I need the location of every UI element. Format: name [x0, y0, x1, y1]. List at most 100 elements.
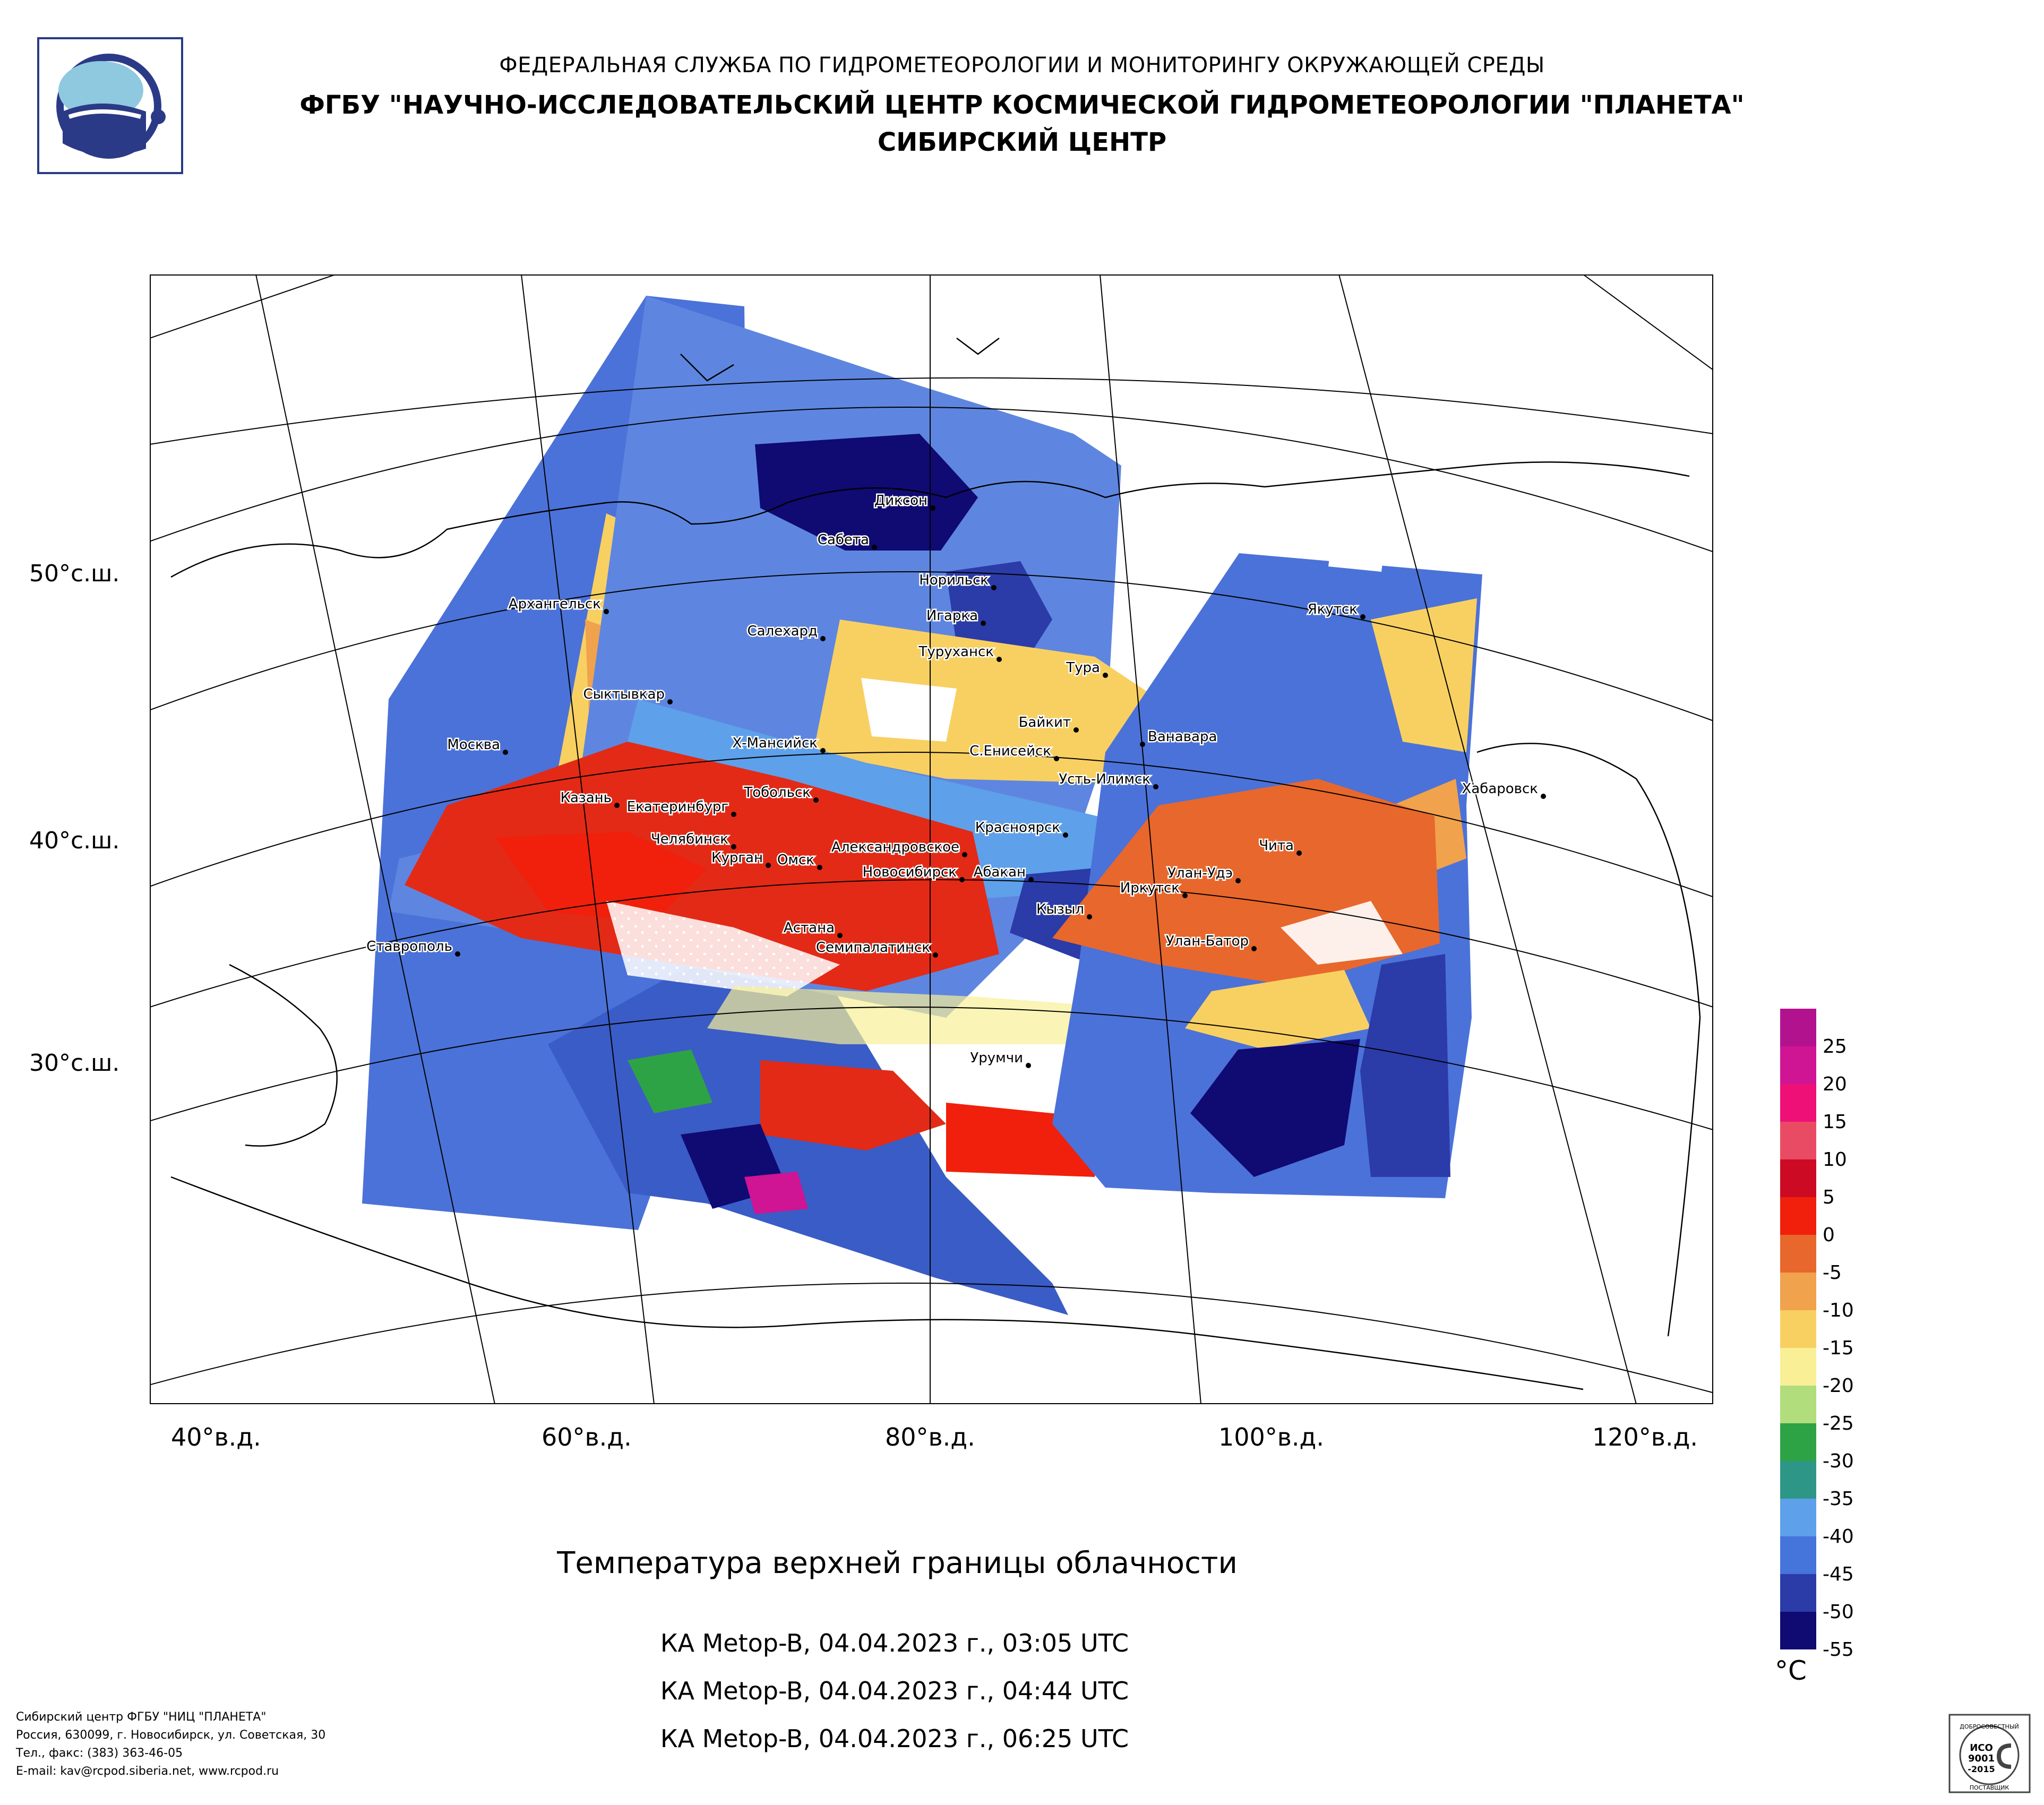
city-label: Улан-Батор	[1166, 933, 1249, 949]
legend-tick-label: -25	[1823, 1413, 1854, 1434]
city-marker	[872, 545, 877, 550]
legend-color-step	[1780, 1159, 1816, 1197]
city-label: Челябинск	[651, 831, 728, 847]
coastlines	[170, 338, 1701, 1390]
city-marker	[813, 797, 819, 803]
legend-color-step	[1780, 1499, 1816, 1536]
cert-iso-text: ИСО	[1970, 1742, 1993, 1754]
legend-tick-label: -45	[1823, 1563, 1854, 1585]
product-title: Температура верхней границы облачности	[557, 1546, 1238, 1580]
legend-color-step	[1780, 1235, 1816, 1273]
city-marker	[1087, 914, 1092, 919]
lon-label-80: 80°в.д.	[885, 1423, 975, 1451]
city-marker	[997, 657, 1002, 662]
city-marker	[837, 933, 843, 938]
city-label: Курган	[711, 850, 763, 866]
city-label: Норильск	[919, 572, 989, 588]
lat-label-30: 30°с.ш.	[29, 1050, 120, 1077]
footer-email: E-mail: kav@rcpod.siberia.net, www.rcpod…	[16, 1765, 279, 1778]
city-marker	[1028, 877, 1034, 882]
city-marker	[604, 609, 609, 614]
city-marker	[766, 863, 771, 868]
lat-label-40: 40°с.ш.	[29, 827, 120, 854]
city-label: Игарка	[926, 608, 978, 624]
legend-color-step	[1780, 1423, 1816, 1461]
city-label: Усть-Илимск	[1059, 771, 1150, 787]
legend-tick-label: -10	[1823, 1300, 1854, 1321]
city-label: Туруханск	[918, 644, 994, 660]
legend-tick-label: -20	[1823, 1375, 1854, 1397]
legend-tick-label: 0	[1823, 1224, 1835, 1246]
legend-color-step	[1780, 1197, 1816, 1235]
temperature-legend: 25 20 15 10 5 0 -5 -10 -15 -20 -25 -30 -35 -40 -45 -50 -…	[1776, 1009, 1898, 1699]
contact-footer: Сибирский центр ФГБУ "НИЦ "ПЛАНЕТА" Росс…	[16, 1708, 325, 1781]
city-label: Сабета	[818, 532, 869, 548]
legend-tick-label: -35	[1823, 1488, 1854, 1510]
city-marker	[1541, 794, 1546, 799]
center-title: СИБИРСКИЙ ЦЕНТР	[877, 127, 1167, 157]
legend-color-step	[1780, 1612, 1816, 1649]
city-marker	[731, 812, 736, 817]
city-marker	[731, 844, 736, 849]
city-label: Салехард	[747, 623, 818, 639]
city-label: Тура	[1066, 660, 1100, 676]
footer-address: Россия, 630099, г. Новосибирск, ул. Сове…	[16, 1729, 326, 1742]
city-marker	[930, 505, 935, 511]
legend-color-step	[1780, 1461, 1816, 1499]
city-marker	[667, 699, 673, 704]
city-marker	[1063, 832, 1068, 838]
city-marker	[1103, 673, 1108, 678]
satellite-map: Диксон Сабета Норильск Игарка Салехард Туруха…	[150, 274, 1713, 1404]
city-marker	[1073, 727, 1079, 733]
agency-title: ФЕДЕРАЛЬНАЯ СЛУЖБА ПО ГИДРОМЕТЕОРОЛОГИИ …	[499, 53, 1545, 78]
legend-color-step	[1780, 1122, 1816, 1159]
cert-top-text: ДОБРОСОВЕСТНЫЙ	[1960, 1723, 2019, 1730]
city-marker	[981, 621, 986, 626]
city-marker	[1235, 878, 1241, 883]
city-label: Екатеринбург	[627, 799, 728, 815]
legend-color-step	[1780, 1084, 1816, 1122]
city-label: Семипалатинск	[816, 940, 930, 956]
city-label: Байкит	[1019, 715, 1071, 730]
organization-logo	[37, 37, 183, 174]
city-label: С.Енисейск	[969, 743, 1051, 759]
city-label: Красноярск	[975, 820, 1060, 836]
city-label: Тобольск	[743, 785, 811, 801]
lon-label-120: 120°в.д.	[1592, 1423, 1698, 1451]
iso-certificate-badge: ДОБРОСОВЕСТНЫЙ ИСО 9001 -2015 ПОСТАВЩИК	[1948, 1714, 2031, 1793]
legend-color-step	[1780, 1046, 1816, 1084]
city-marker	[991, 585, 997, 590]
graticule	[150, 274, 1713, 1404]
satellite-pass-1: КА Metop-B, 04.04.2023 г., 03:05 UTC	[660, 1629, 1129, 1657]
legend-tick-label: 5	[1823, 1187, 1835, 1208]
legend-tick-label: -30	[1823, 1450, 1854, 1472]
legend-tick-label: -40	[1823, 1526, 1854, 1548]
city-marker	[933, 952, 938, 958]
legend-tick-label: 25	[1823, 1036, 1847, 1058]
city-marker	[1054, 756, 1059, 761]
cert-year-text: -2015	[1968, 1764, 1995, 1774]
city-label: Урумчи	[970, 1050, 1023, 1066]
city-label: Иркутск	[1120, 880, 1180, 896]
city-label: Кызыл	[1036, 901, 1084, 917]
city-label: Диксон	[874, 493, 927, 509]
city-label: Ванавара	[1148, 729, 1217, 745]
satellite-pass-3: КА Metop-B, 04.04.2023 г., 06:25 UTC	[660, 1724, 1129, 1753]
city-marker	[817, 865, 822, 870]
city-label: Сыктывкар	[583, 686, 665, 702]
city-label: Абакан	[974, 864, 1026, 880]
city-marker	[1026, 1063, 1031, 1068]
lon-label-100: 100°в.д.	[1218, 1423, 1324, 1451]
legend-tick-label: -15	[1823, 1337, 1854, 1359]
legend-color-step	[1780, 1386, 1816, 1423]
city-label: Чита	[1259, 838, 1294, 854]
city-label: Ставрополь	[366, 939, 452, 955]
footer-org: Сибирский центр ФГБУ "НИЦ "ПЛАНЕТА"	[16, 1711, 267, 1724]
lon-label-40: 40°в.д.	[171, 1423, 261, 1451]
legend-tick-label: 15	[1823, 1111, 1847, 1133]
city-marker	[1360, 614, 1365, 620]
legend-color-step	[1780, 1009, 1816, 1046]
city-label: Казань	[561, 790, 612, 806]
legend-color-step	[1780, 1310, 1816, 1348]
satellite-swath-east	[1052, 524, 1482, 1198]
